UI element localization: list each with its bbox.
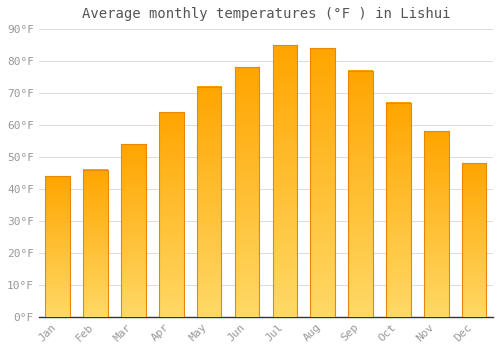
Title: Average monthly temperatures (°F ) in Lishui: Average monthly temperatures (°F ) in Li… <box>82 7 450 21</box>
